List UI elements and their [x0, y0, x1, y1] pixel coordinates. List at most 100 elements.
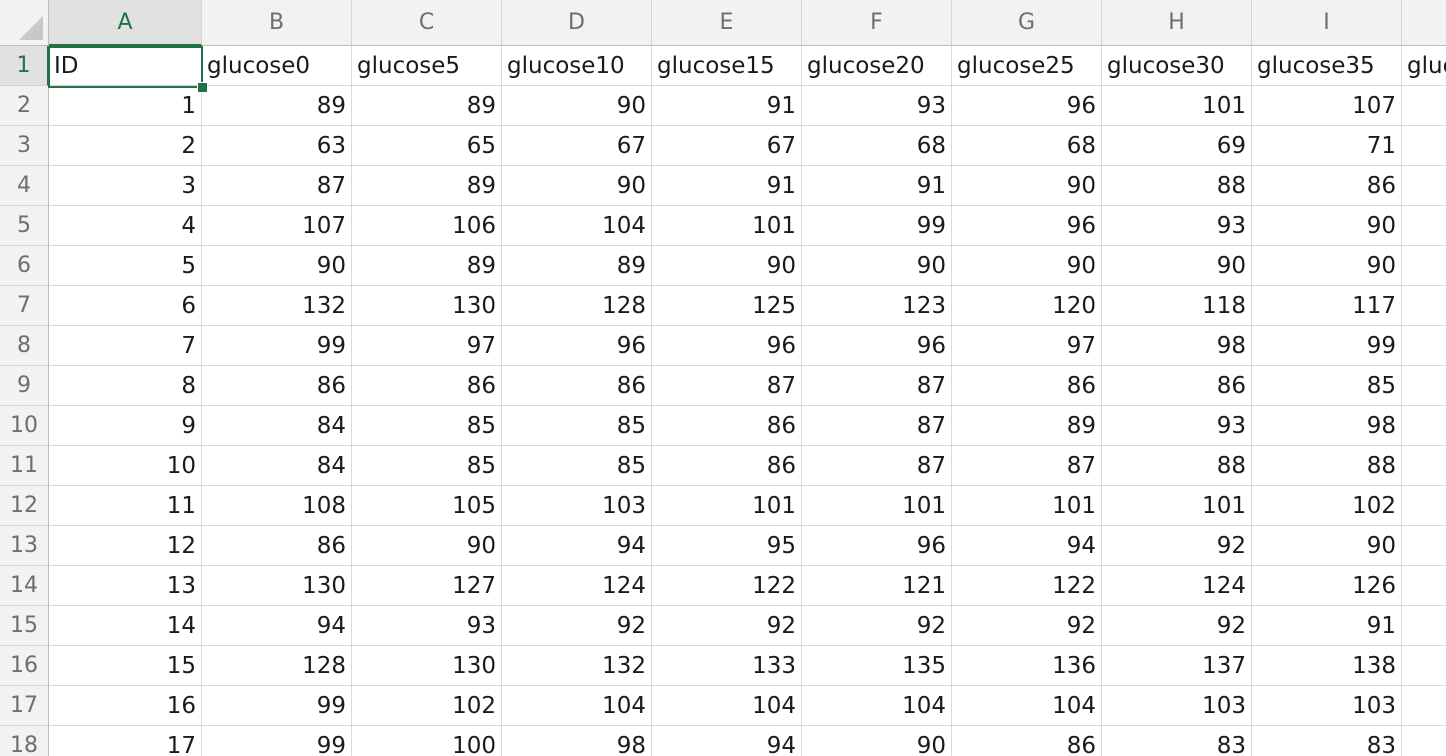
cell-h13[interactable]: 92 [1102, 526, 1252, 566]
cell-c8[interactable]: 97 [352, 326, 502, 366]
row-header-2[interactable]: 2 [0, 86, 49, 126]
cell-d1[interactable]: glucose10 [502, 46, 652, 86]
cell-h14[interactable]: 124 [1102, 566, 1252, 606]
cell-e10[interactable]: 86 [652, 406, 802, 446]
cell-b15[interactable]: 94 [202, 606, 352, 646]
cell-d3[interactable]: 67 [502, 126, 652, 166]
cell-c11[interactable]: 85 [352, 446, 502, 486]
cell-a14[interactable]: 13 [49, 566, 202, 606]
cell-f7[interactable]: 123 [802, 286, 952, 326]
cell-d5[interactable]: 104 [502, 206, 652, 246]
cell-e6[interactable]: 90 [652, 246, 802, 286]
cell-b16[interactable]: 128 [202, 646, 352, 686]
cell-e8[interactable]: 96 [652, 326, 802, 366]
row-header-9[interactable]: 9 [0, 366, 49, 406]
cell-g1[interactable]: glucose25 [952, 46, 1102, 86]
row-header-11[interactable]: 11 [0, 446, 49, 486]
row-header-6[interactable]: 6 [0, 246, 49, 286]
cell-i5[interactable]: 90 [1252, 206, 1402, 246]
cell-a1[interactable]: ID [49, 46, 202, 86]
cell-g15[interactable]: 92 [952, 606, 1102, 646]
cell-a13[interactable]: 12 [49, 526, 202, 566]
cell-g6[interactable]: 90 [952, 246, 1102, 286]
cell-g8[interactable]: 97 [952, 326, 1102, 366]
cell-b12[interactable]: 108 [202, 486, 352, 526]
cell-i10[interactable]: 98 [1252, 406, 1402, 446]
cell-f3[interactable]: 68 [802, 126, 952, 166]
cell-f18[interactable]: 90 [802, 726, 952, 756]
cell-j4[interactable] [1402, 166, 1446, 206]
cell-i17[interactable]: 103 [1252, 686, 1402, 726]
cell-i2[interactable]: 107 [1252, 86, 1402, 126]
cell-i14[interactable]: 126 [1252, 566, 1402, 606]
cell-c3[interactable]: 65 [352, 126, 502, 166]
row-header-14[interactable]: 14 [0, 566, 49, 606]
cell-c18[interactable]: 100 [352, 726, 502, 756]
cell-f16[interactable]: 135 [802, 646, 952, 686]
cell-i1[interactable]: glucose35 [1252, 46, 1402, 86]
cell-i6[interactable]: 90 [1252, 246, 1402, 286]
column-header-j[interactable] [1402, 0, 1446, 46]
cell-c13[interactable]: 90 [352, 526, 502, 566]
cell-a4[interactable]: 3 [49, 166, 202, 206]
cell-d17[interactable]: 104 [502, 686, 652, 726]
cell-b6[interactable]: 90 [202, 246, 352, 286]
cell-h16[interactable]: 137 [1102, 646, 1252, 686]
cell-b13[interactable]: 86 [202, 526, 352, 566]
row-header-17[interactable]: 17 [0, 686, 49, 726]
cell-c17[interactable]: 102 [352, 686, 502, 726]
cell-h11[interactable]: 88 [1102, 446, 1252, 486]
cell-d9[interactable]: 86 [502, 366, 652, 406]
cell-d18[interactable]: 98 [502, 726, 652, 756]
cell-g5[interactable]: 96 [952, 206, 1102, 246]
cell-j10[interactable] [1402, 406, 1446, 446]
cell-c4[interactable]: 89 [352, 166, 502, 206]
cell-h10[interactable]: 93 [1102, 406, 1252, 446]
cell-g18[interactable]: 86 [952, 726, 1102, 756]
column-header-f[interactable]: F [802, 0, 952, 46]
row-header-4[interactable]: 4 [0, 166, 49, 206]
column-header-d[interactable]: D [502, 0, 652, 46]
cell-f14[interactable]: 121 [802, 566, 952, 606]
cell-c16[interactable]: 130 [352, 646, 502, 686]
cell-f13[interactable]: 96 [802, 526, 952, 566]
cell-i18[interactable]: 83 [1252, 726, 1402, 756]
cell-g10[interactable]: 89 [952, 406, 1102, 446]
cell-h12[interactable]: 101 [1102, 486, 1252, 526]
cell-d12[interactable]: 103 [502, 486, 652, 526]
cell-f8[interactable]: 96 [802, 326, 952, 366]
cell-g11[interactable]: 87 [952, 446, 1102, 486]
cell-d11[interactable]: 85 [502, 446, 652, 486]
cell-a16[interactable]: 15 [49, 646, 202, 686]
cell-j7[interactable] [1402, 286, 1446, 326]
column-header-i[interactable]: I [1252, 0, 1402, 46]
cell-c9[interactable]: 86 [352, 366, 502, 406]
cell-j14[interactable] [1402, 566, 1446, 606]
cell-g12[interactable]: 101 [952, 486, 1102, 526]
cell-a18[interactable]: 17 [49, 726, 202, 756]
cell-e14[interactable]: 122 [652, 566, 802, 606]
cell-g2[interactable]: 96 [952, 86, 1102, 126]
cell-b10[interactable]: 84 [202, 406, 352, 446]
cell-g14[interactable]: 122 [952, 566, 1102, 606]
cell-d10[interactable]: 85 [502, 406, 652, 446]
cell-c15[interactable]: 93 [352, 606, 502, 646]
cell-e12[interactable]: 101 [652, 486, 802, 526]
cell-h18[interactable]: 83 [1102, 726, 1252, 756]
row-header-7[interactable]: 7 [0, 286, 49, 326]
cell-j1[interactable]: gluc [1402, 46, 1446, 86]
cell-h4[interactable]: 88 [1102, 166, 1252, 206]
cell-d7[interactable]: 128 [502, 286, 652, 326]
cell-g17[interactable]: 104 [952, 686, 1102, 726]
cell-b3[interactable]: 63 [202, 126, 352, 166]
cell-i13[interactable]: 90 [1252, 526, 1402, 566]
cell-d6[interactable]: 89 [502, 246, 652, 286]
cell-b5[interactable]: 107 [202, 206, 352, 246]
cell-f10[interactable]: 87 [802, 406, 952, 446]
cell-b8[interactable]: 99 [202, 326, 352, 366]
cell-e7[interactable]: 125 [652, 286, 802, 326]
cell-a12[interactable]: 11 [49, 486, 202, 526]
cell-b9[interactable]: 86 [202, 366, 352, 406]
cell-j2[interactable] [1402, 86, 1446, 126]
cell-a8[interactable]: 7 [49, 326, 202, 366]
